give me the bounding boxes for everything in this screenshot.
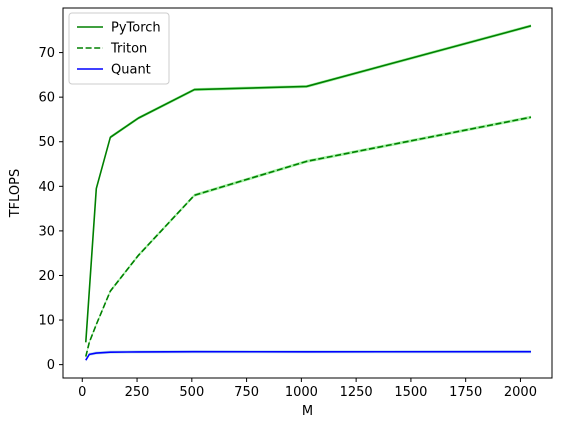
y-tick-label: 50	[38, 135, 55, 150]
quant-band	[85, 350, 531, 362]
pytorch-line	[84, 25, 532, 343]
quant-line	[85, 350, 531, 361]
y-axis-ticks: 0 10 20 30 40 50 60 70	[38, 46, 63, 373]
y-tick-label: 70	[38, 46, 55, 61]
x-tick-label: 0	[78, 385, 86, 400]
legend-label-triton: Triton	[110, 42, 147, 57]
triton-band	[85, 115, 531, 359]
triton-line	[85, 116, 532, 357]
legend-label-quant: Quant	[111, 63, 151, 78]
legend: PyTorch Triton Quant	[68, 12, 170, 85]
y-tick-label: 40	[38, 180, 55, 195]
x-axis-ticks: 0 250 500 750 1000 1250 1500 1750 2000	[78, 378, 537, 400]
x-tick-label: 1250	[340, 385, 373, 400]
legend-label-pytorch: PyTorch	[111, 21, 161, 36]
y-tick-label: 30	[38, 224, 55, 239]
legend-box	[68, 12, 170, 85]
y-tick-label: 0	[47, 358, 55, 373]
x-axis-label: M	[302, 404, 313, 419]
plot-frame	[62, 7, 553, 379]
x-tick-label: 250	[125, 385, 150, 400]
x-tick-label: 750	[234, 385, 259, 400]
x-tick-label: 1000	[285, 385, 318, 400]
series-lines	[84, 25, 532, 361]
y-tick-label: 10	[38, 314, 55, 329]
y-axis-label: TFLOPS	[8, 169, 23, 219]
confidence-bands	[85, 24, 531, 362]
x-tick-label: 2000	[504, 385, 537, 400]
y-tick-label: 60	[38, 91, 55, 106]
x-tick-label: 1500	[394, 385, 427, 400]
y-tick-label: 20	[38, 269, 55, 284]
x-tick-label: 1750	[449, 385, 482, 400]
x-tick-label: 500	[179, 385, 204, 400]
